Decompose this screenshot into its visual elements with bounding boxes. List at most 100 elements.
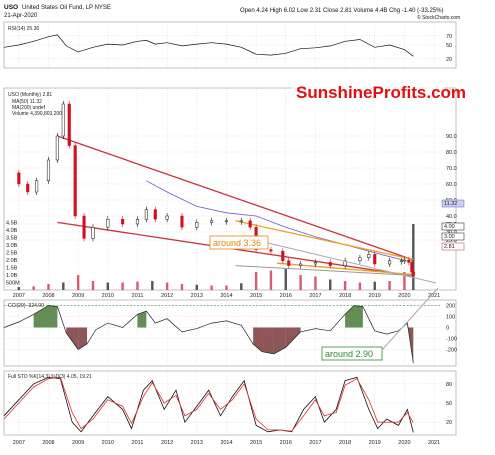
price-candle [180,215,184,228]
x-tick-label-price: 2013 [191,293,203,299]
volume-y-tick-label: 2.5B [6,251,18,257]
right-marker-label: 2.81 [444,244,455,250]
x-tick-label-bottom: 2015 [250,440,262,446]
price-candle [281,250,285,262]
price-candle [144,209,148,220]
rsi-y-tick-label: 50 [446,43,452,49]
volume-bar [329,279,332,290]
price-candle [46,159,51,182]
cci-fill-segment [285,327,301,348]
x-tick-label-bottom: 2014 [220,440,232,446]
volume-bar [91,281,95,290]
volume-y-tick-label: 4.5B [6,221,18,227]
volume-bar [151,281,154,290]
right-marker-box [441,242,465,251]
cci-fill-segment [137,311,147,328]
cci-fill-segment [78,327,88,350]
volume-bar [240,283,243,290]
volume-y-tick-label: 4.0B [6,228,18,234]
volume-bar [165,282,169,290]
volume-y-tick-label: 3.5B [6,236,18,242]
sto-d-line [3,376,414,432]
rsi-y-tick-label: 20 [446,57,452,63]
x-tick-label-price: 2021 [428,293,440,299]
annotation-box-336 [209,235,269,250]
x-tick-label-bottom: 2011 [132,440,144,446]
price-candle [91,226,95,239]
price-y-tick-label: 40.0 [446,214,457,220]
price-y-tick-label: 60.0 [446,182,457,188]
red-channel-upper [57,135,414,261]
right-marker-label: 4.00 [444,224,455,230]
price-candle [165,215,169,220]
ma200-legend: MA(200) undef [12,105,46,111]
volume-bar [225,285,228,290]
cci-fill-segment [48,305,58,328]
volume-bar [195,284,198,290]
tick-labels: 2007200720082008200920092010201020112011… [6,34,457,446]
sto-k-line [3,376,414,433]
volume-bar [403,272,406,290]
rsi-line [3,34,414,57]
volume-bar [299,275,302,290]
volume-y-tick-label: 1.0B [6,273,18,279]
price-candle [328,262,332,266]
volume-y-tick-label: 3.0B [6,243,18,249]
cci-y-tick-label: -100 [446,337,457,343]
volume-y-tick-label: 2.0B [6,258,18,264]
cci-fill-segment [33,305,49,328]
x-tick-label-bottom: 2009 [72,440,84,446]
price-candle [411,271,415,276]
volume-bars [17,224,415,290]
price-y-tick-label: 90.0 [446,134,457,140]
x-tick-label-price: 2008 [42,293,54,299]
cci-line [3,305,414,364]
right-marker-box [441,199,465,208]
sto-legend: Full STO %K(14,3) %D(3) 4.05, 19.21 [8,374,92,380]
price-candle [367,254,371,258]
volume-bar [121,282,124,290]
price-y-tick-label: 80.0 [446,150,457,156]
cci-series [3,305,440,364]
x-tick-label-price: 2019 [369,293,381,299]
right-marker-label: 3.00 [444,234,455,240]
price-candle [358,257,362,262]
price-bars [17,101,415,279]
x-tick-label-bottom: 2013 [191,440,203,446]
volume-bar [343,281,347,290]
x-tick-label-price: 2015 [250,293,262,299]
price-candle [343,260,347,266]
right-marker-label: 11.32 [444,201,457,207]
price-candle [373,254,377,265]
x-tick-label-bottom: 2010 [102,440,114,446]
cci-y-tick-label: 200 [446,304,455,310]
price-candle [388,260,392,265]
x-tick-label-bottom: 2012 [161,440,173,446]
watermark: SunshineProfits.com [296,83,466,102]
volume-bar [254,272,258,290]
volume-bar [269,270,273,290]
price-y-tick-label: 70.0 [446,166,457,172]
volume-bar [180,284,184,290]
price-candle [26,183,30,193]
volume-y-tick-label: 1.5B [6,266,18,272]
cci-y-tick-label: 0 [446,326,449,332]
volume-bar [358,282,362,290]
right-marker-box [441,222,465,231]
annotation-290: around 2.90 [325,349,373,359]
volume-bar [62,282,65,290]
price-candle [399,260,403,263]
x-tick-label-price: 2020 [398,293,410,299]
x-tick-label-price: 2012 [161,293,173,299]
x-tick-label-bottom: 2018 [339,440,351,446]
price-candle [61,103,65,137]
sto-y-tick-label: 20 [446,420,452,426]
volume-bar [284,269,287,290]
x-tick-label-price: 2011 [132,293,144,299]
price-candle [73,145,77,217]
price-y-tick-label: 25.0 [446,238,457,244]
volume-bar [373,281,376,290]
x-tick-label-price: 2009 [72,293,84,299]
cci-fill-segment [273,327,286,354]
price-candle [35,180,39,193]
